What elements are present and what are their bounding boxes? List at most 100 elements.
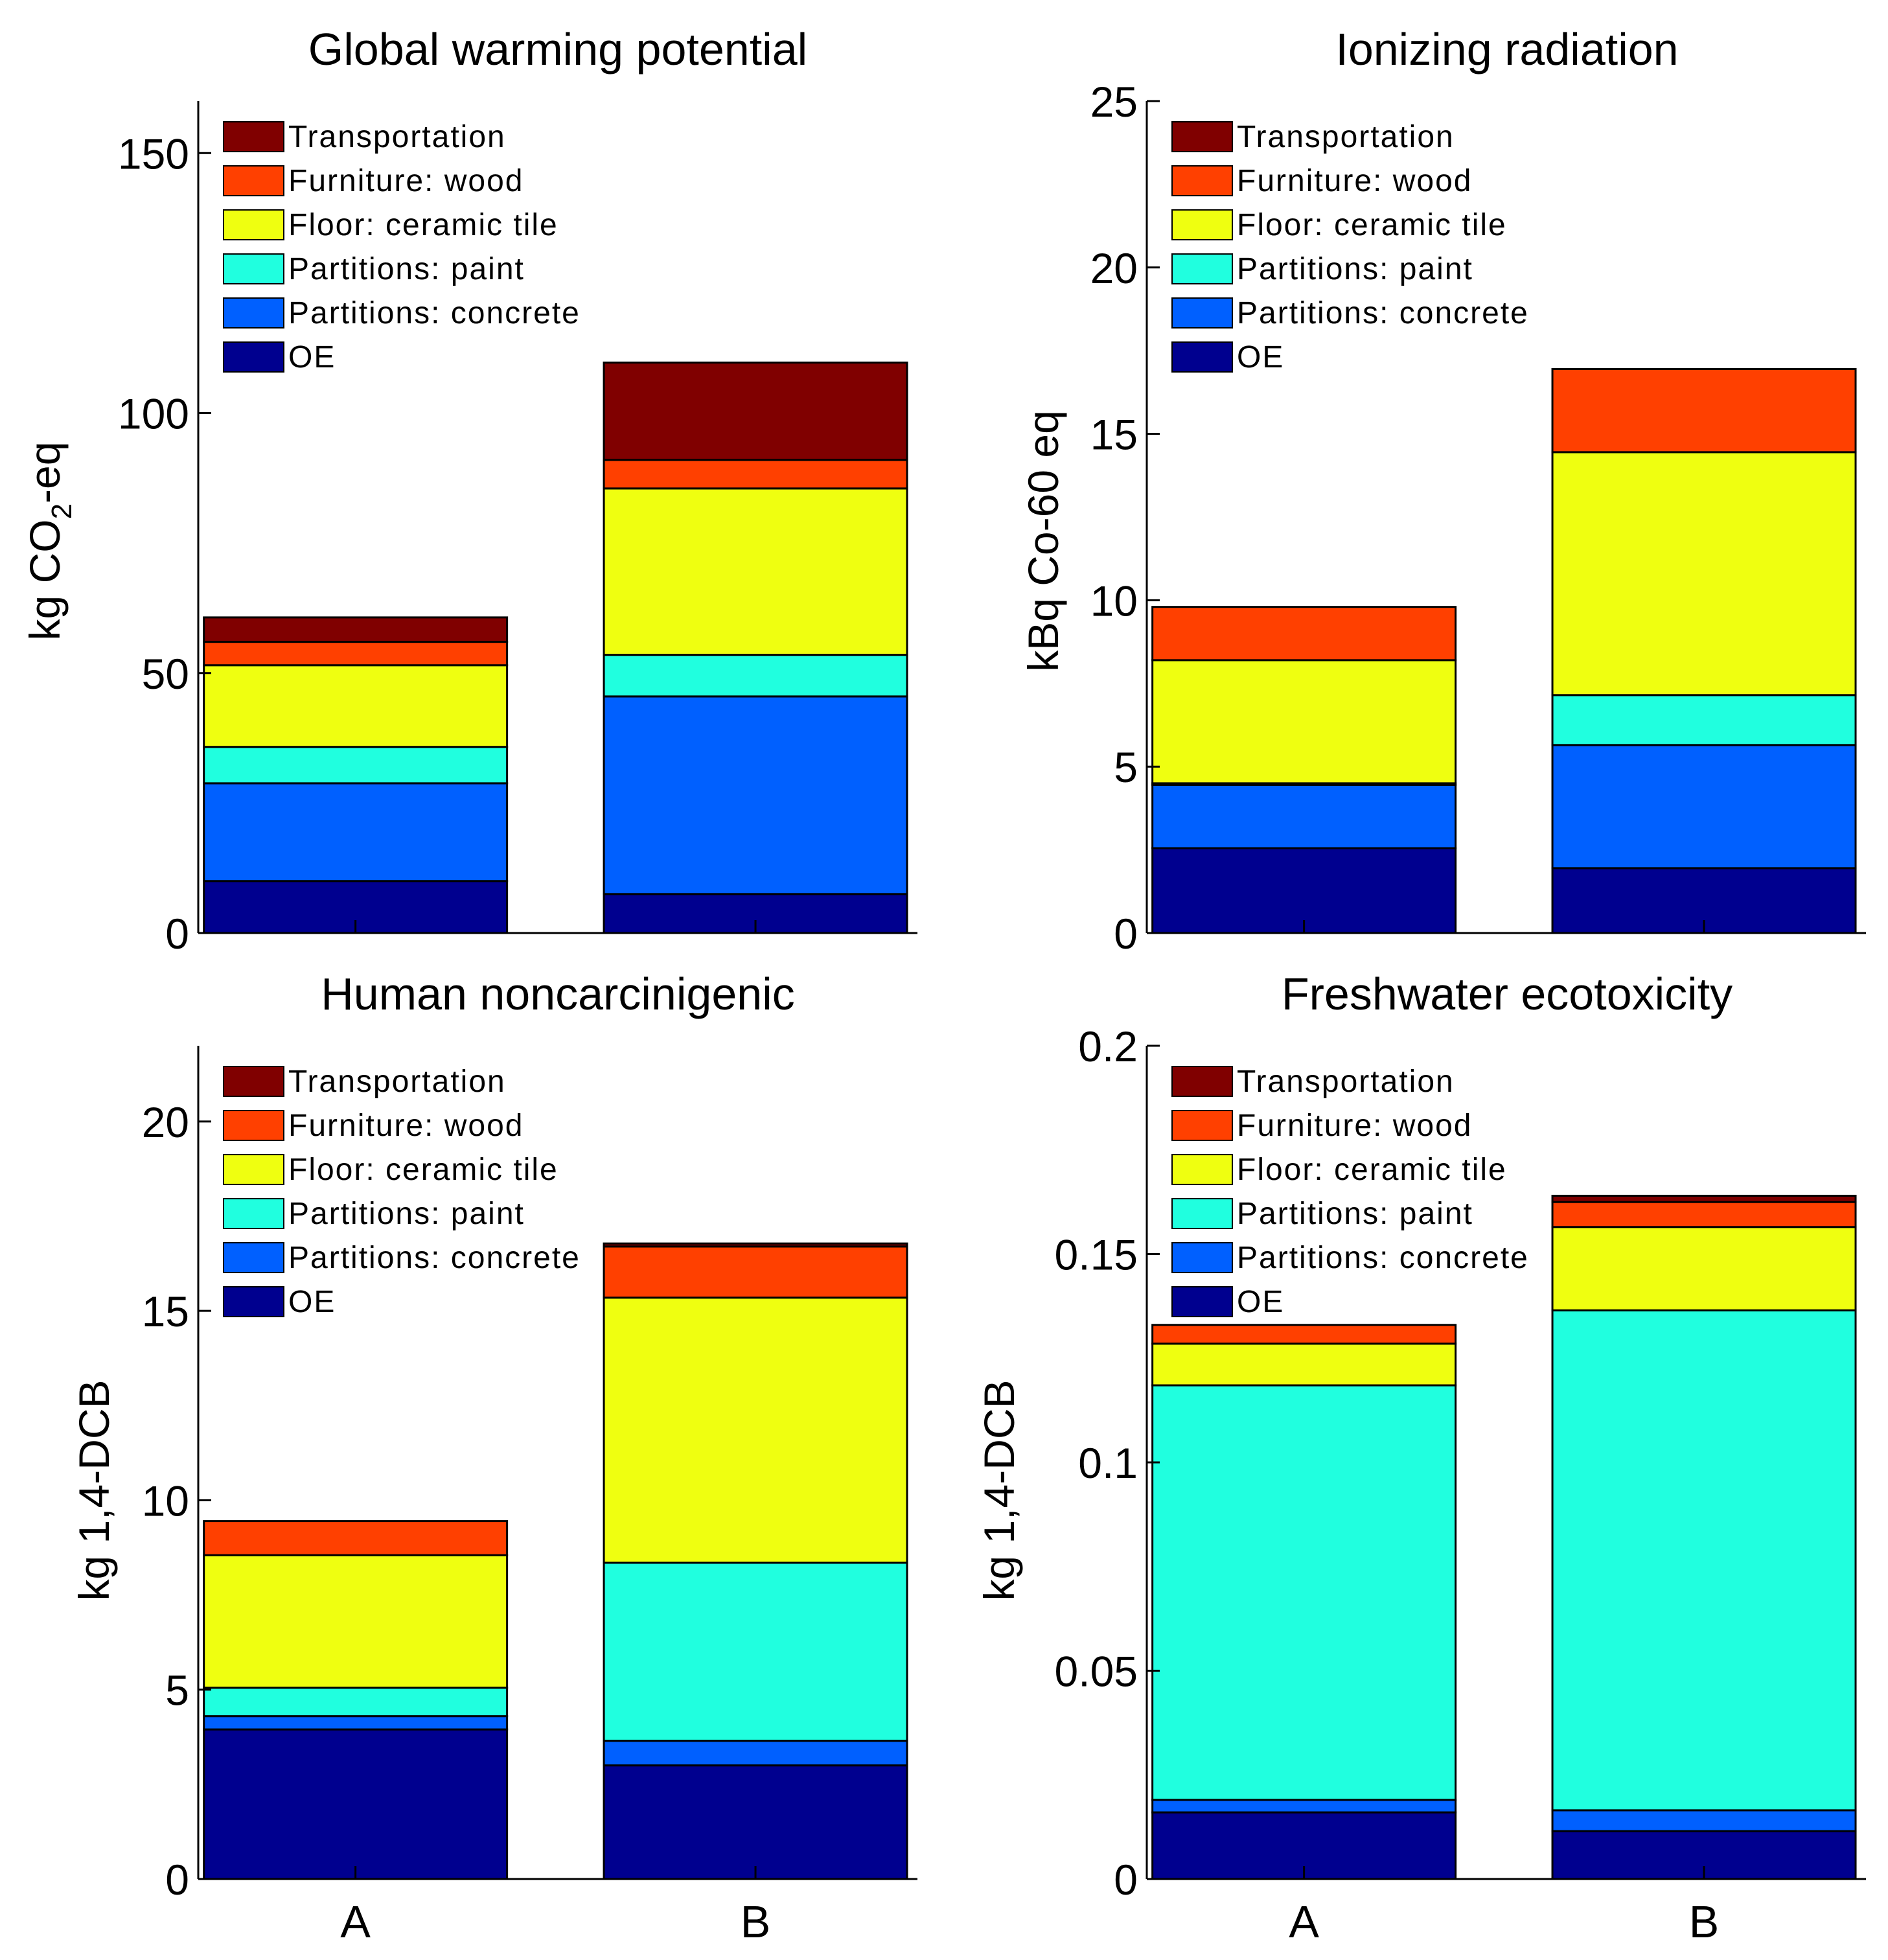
legend-label-floor-ceramic-tile: Floor: ceramic tile (1237, 208, 1507, 242)
bar-segment-b-partitions-paint (1551, 1309, 1857, 1812)
legend-label-partitions-concrete: Partitions: concrete (1237, 1241, 1529, 1275)
bar-segment-b-oe (603, 1764, 908, 1880)
legend-swatch-oe (1171, 1286, 1233, 1317)
legend-swatch-floor-ceramic-tile (1171, 1154, 1233, 1185)
legend-swatch-oe (1171, 341, 1233, 373)
chart-human-noncarcinigenic: Human noncarcinigenic kg 1,4-DCB 0 5 10 15 2… (70, 969, 917, 1947)
chart-ionizing-radiation: Ionizing radiation kBq Co-60 eq 0 5 10 15 20… (1019, 24, 1866, 958)
legend-label-transportation: Transportation (1237, 1065, 1455, 1099)
chart-title: Freshwater ecotoxicity (1282, 969, 1733, 1019)
bar-segment-b-partitions-paint (603, 654, 908, 698)
bar-segment-a-floor-ceramic-tile (203, 1554, 509, 1689)
legend-label-partitions-concrete: Partitions: concrete (1237, 296, 1529, 330)
legend-label-oe: OE (1237, 1285, 1284, 1319)
legend-swatch-partitions-concrete (223, 297, 284, 329)
bar-segment-b-partitions-concrete (603, 695, 908, 895)
bar-segment-b-furniture-wood (603, 459, 908, 490)
bar-segment-b-floor-ceramic-tile (1551, 1226, 1857, 1311)
bar-segment-a-furniture-wood (203, 1520, 509, 1556)
legend-label-furniture-wood: Furniture: wood (288, 164, 524, 198)
legend-swatch-partitions-paint (1171, 1198, 1233, 1229)
bars-layer (203, 1242, 908, 1880)
bar-segment-a-partitions-concrete (203, 782, 509, 882)
legend-swatch-furniture-wood (1171, 1110, 1233, 1141)
chart-title: Human noncarcinigenic (321, 969, 795, 1019)
legend-swatch-transportation (1171, 1066, 1233, 1097)
legend-label-floor-ceramic-tile: Floor: ceramic tile (288, 1153, 558, 1187)
axes-layer: 0 0.05 0.1 0.15 0.2 A B (1055, 1022, 1866, 1947)
chart-title: Global warming potential (308, 24, 807, 75)
bar-segment-a-partitions-concrete (203, 1715, 509, 1731)
bar-segment-b-partitions-concrete (603, 1740, 908, 1767)
legend-swatch-partitions-concrete (223, 1242, 284, 1273)
legend-label-oe: OE (288, 1285, 336, 1319)
bar-segment-a-partitions-paint (1151, 1384, 1457, 1801)
legend-label-floor-ceramic-tile: Floor: ceramic tile (288, 208, 558, 242)
bar-segment-a-furniture-wood (203, 641, 509, 667)
legend: Transportation Furniture: wood Floor: cera… (1171, 1065, 1529, 1319)
bar-segment-b-partitions-concrete (1551, 744, 1857, 870)
bar-segment-a-partitions-concrete (1151, 1799, 1457, 1814)
legend-swatch-floor-ceramic-tile (1171, 209, 1233, 240)
legend-swatch-partitions-paint (1171, 253, 1233, 284)
legend: Transportation Furniture: wood Floor: cera… (1171, 120, 1529, 375)
legend-swatch-transportation (223, 121, 284, 152)
legend-label-partitions-concrete: Partitions: concrete (288, 1241, 581, 1275)
legend-label-partitions-paint: Partitions: paint (1237, 252, 1473, 286)
bar-segment-b-partitions-paint (603, 1562, 908, 1742)
y-tick-label: 0.15 (1055, 1231, 1138, 1279)
bar-segment-a-furniture-wood (1151, 606, 1457, 662)
bar-segment-b-transportation (1551, 1194, 1857, 1203)
bar-segment-b-furniture-wood (1551, 367, 1857, 454)
y-axis-label: kg 1,4-DCB (975, 1379, 1023, 1600)
bar-segment-b-floor-ceramic-tile (1551, 451, 1857, 697)
chart-global-warming: Global warming potential kg CO2-eq 0 50 10… (21, 24, 917, 958)
y-tick-label: 10 (142, 1477, 189, 1525)
y-tick-label: 10 (1090, 577, 1138, 625)
bar-segment-a-transportation (203, 616, 509, 643)
x-tick-label: A (1289, 1897, 1319, 1947)
bar-segment-b-furniture-wood (603, 1245, 908, 1299)
y-tick-label: 0 (1114, 910, 1138, 958)
legend-label-transportation: Transportation (1237, 120, 1455, 154)
y-tick-label: 50 (142, 650, 189, 698)
legend-swatch-furniture-wood (223, 1110, 284, 1141)
legend-label-transportation: Transportation (288, 1065, 506, 1099)
legend-swatch-floor-ceramic-tile (223, 1154, 284, 1185)
legend-label-oe: OE (288, 340, 336, 375)
y-tick-label: 20 (1090, 244, 1138, 292)
y-tick-label: 0 (1114, 1856, 1138, 1904)
legend-swatch-partitions-concrete (1171, 297, 1233, 329)
legend-swatch-partitions-paint (223, 1198, 284, 1229)
legend-swatch-transportation (1171, 121, 1233, 152)
bar-segment-a-partitions-paint (203, 1687, 509, 1718)
bar-segment-b-floor-ceramic-tile (603, 487, 908, 656)
x-tick-label: B (1689, 1897, 1720, 1947)
bar-segment-a-partitions-paint (203, 746, 509, 785)
legend-label-partitions-paint: Partitions: paint (288, 252, 525, 286)
legend-label-partitions-paint: Partitions: paint (288, 1197, 525, 1231)
legend: Transportation Furniture: wood Floor: cera… (223, 120, 579, 375)
y-tick-label: 25 (1090, 78, 1138, 126)
y-axis-label: kg 1,4-DCB (70, 1379, 118, 1600)
legend-swatch-oe (223, 1286, 284, 1317)
legend-swatch-oe (223, 341, 284, 373)
legend-label-partitions-paint: Partitions: paint (1237, 1197, 1473, 1231)
bar-segment-b-floor-ceramic-tile (603, 1297, 908, 1564)
legend-swatch-partitions-paint (223, 253, 284, 284)
axes-layer: 0 5 10 15 20 A B (142, 1046, 917, 1947)
y-tick-label: 15 (142, 1287, 189, 1335)
legend-swatch-furniture-wood (223, 165, 284, 196)
y-tick-label: 100 (118, 390, 189, 438)
legend-label-furniture-wood: Furniture: wood (1237, 1109, 1473, 1143)
x-tick-label: B (741, 1897, 771, 1947)
y-tick-label: 0.1 (1078, 1439, 1138, 1487)
legend-label-furniture-wood: Furniture: wood (288, 1109, 524, 1143)
y-tick-label: 0 (165, 1856, 189, 1904)
x-tick-label: A (340, 1897, 371, 1947)
y-tick-label: 0 (165, 910, 189, 958)
legend: Transportation Furniture: wood Floor: cera… (223, 1065, 581, 1319)
legend-label-furniture-wood: Furniture: wood (1237, 164, 1473, 198)
y-tick-label: 150 (118, 130, 189, 178)
